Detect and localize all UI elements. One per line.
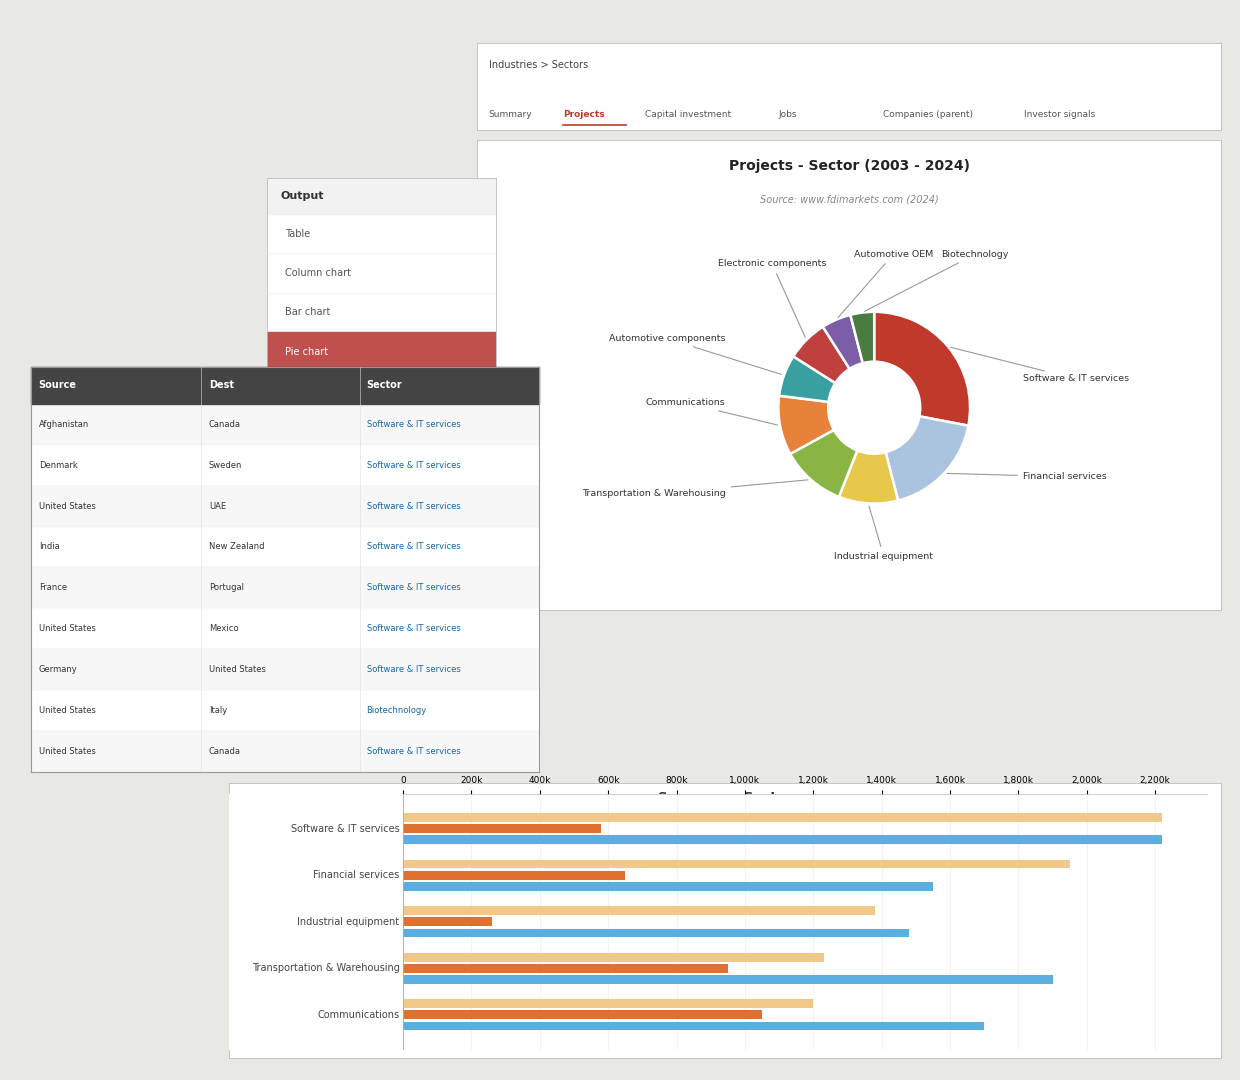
Text: Industrial equipment: Industrial equipment (298, 917, 399, 927)
Wedge shape (779, 395, 833, 454)
Text: Source: www.fdimarkets.com (2024): Source: www.fdimarkets.com (2024) (760, 194, 939, 204)
Text: Projects: Projects (563, 110, 605, 119)
Text: Companies (parent): Companies (parent) (883, 110, 973, 119)
Text: Transportation & Warehousing: Transportation & Warehousing (582, 480, 808, 499)
Text: Automotive OEM: Automotive OEM (838, 249, 932, 318)
Text: Industrial equipment: Industrial equipment (835, 507, 934, 561)
Text: Capital investment: Capital investment (645, 110, 730, 119)
Bar (403, 906, 875, 915)
Text: Portugal: Portugal (208, 583, 244, 593)
Text: Automotive components: Automotive components (609, 334, 781, 375)
Wedge shape (823, 315, 863, 369)
Text: Financial services: Financial services (947, 472, 1106, 482)
Text: Denmark: Denmark (38, 460, 77, 470)
Text: Sweden: Sweden (208, 460, 242, 470)
Text: Communications: Communications (317, 1010, 399, 1020)
Wedge shape (851, 312, 874, 363)
Text: Summary: Summary (489, 110, 532, 119)
Bar (403, 860, 1070, 868)
Bar (403, 963, 728, 973)
Bar (31, 367, 539, 404)
Bar (31, 731, 539, 772)
Text: Software & IT services: Software & IT services (367, 420, 460, 429)
Text: Jobs: Jobs (779, 110, 797, 119)
Text: Table: Table (285, 229, 310, 239)
Text: Investor signals: Investor signals (1024, 110, 1095, 119)
Bar (403, 953, 823, 961)
Text: Communications: Communications (646, 399, 777, 426)
Text: Transportation & Warehousing: Transportation & Warehousing (252, 963, 399, 973)
Text: Canada: Canada (208, 747, 241, 756)
Bar (403, 813, 1162, 822)
Bar (31, 526, 539, 567)
Text: Sector: Sector (367, 380, 402, 391)
Bar (403, 882, 932, 891)
Text: India: India (38, 542, 60, 552)
Text: Afghanistan: Afghanistan (38, 420, 89, 429)
Text: Electronic components: Electronic components (718, 259, 826, 337)
Text: United States: United States (38, 501, 95, 511)
Text: France: France (38, 583, 67, 593)
Text: Software & IT services: Software & IT services (367, 624, 460, 633)
Text: Software & IT services: Software & IT services (367, 460, 460, 470)
Text: Biotechnology: Biotechnology (367, 706, 427, 715)
Text: Software & IT services: Software & IT services (367, 665, 460, 674)
Text: Mexico: Mexico (208, 624, 238, 633)
Text: Output: Output (280, 191, 324, 201)
Text: Germany: Germany (38, 665, 77, 674)
Bar (31, 445, 539, 486)
Bar (31, 567, 539, 608)
Bar (31, 690, 539, 731)
Bar (403, 1022, 985, 1030)
Bar (31, 608, 539, 649)
Text: United States: United States (208, 665, 265, 674)
Wedge shape (874, 312, 970, 426)
Bar (267, 332, 496, 372)
Text: New Zealand: New Zealand (208, 542, 264, 552)
Wedge shape (794, 327, 849, 383)
Text: Dest: Dest (208, 380, 234, 391)
Bar (403, 975, 1053, 984)
Text: Projects - Sector (2003 - 2024): Projects - Sector (2003 - 2024) (729, 159, 970, 173)
Bar (267, 178, 496, 214)
Text: Software & IT services: Software & IT services (367, 542, 460, 552)
Text: Biotechnology: Biotechnology (864, 249, 1008, 311)
Text: UAE: UAE (208, 501, 226, 511)
Text: Column chart: Column chart (285, 268, 351, 278)
Bar (403, 999, 813, 1008)
Wedge shape (839, 450, 898, 503)
Text: Software & IT services: Software & IT services (367, 747, 460, 756)
Text: Software & IT services: Software & IT services (367, 583, 460, 593)
Text: Canada: Canada (208, 420, 241, 429)
Text: Software & IT services: Software & IT services (290, 824, 399, 834)
Bar (403, 929, 909, 937)
Text: Financial services: Financial services (314, 870, 399, 880)
Bar (403, 824, 601, 833)
Bar (403, 870, 625, 880)
Text: Capex (USD m): Capex (USD m) (686, 838, 765, 848)
Text: Industries > Sectors: Industries > Sectors (489, 60, 588, 70)
Text: Jobs: Jobs (714, 866, 737, 876)
Text: Italy: Italy (208, 706, 227, 715)
Bar (31, 649, 539, 690)
Wedge shape (779, 356, 836, 402)
Bar (403, 836, 1162, 845)
Text: Source: www.fdimarkets.com (2024): Source: www.fdimarkets.com (2024) (644, 810, 807, 820)
Bar (31, 486, 539, 526)
Bar (403, 1011, 763, 1020)
Wedge shape (790, 430, 857, 497)
Text: Bar chart: Bar chart (285, 308, 330, 318)
Text: Summary - Sector: Summary - Sector (658, 792, 792, 805)
Bar (31, 404, 539, 445)
Text: Source: Source (38, 380, 77, 391)
Text: United States: United States (38, 624, 95, 633)
Text: United States: United States (38, 747, 95, 756)
Bar (403, 917, 492, 927)
Text: Pie chart: Pie chart (285, 347, 329, 356)
Text: United States: United States (38, 706, 95, 715)
Text: Software & IT services: Software & IT services (951, 348, 1128, 383)
Wedge shape (885, 416, 968, 500)
Text: Line chart: Line chart (285, 386, 334, 395)
Text: Software & IT services: Software & IT services (367, 501, 460, 511)
